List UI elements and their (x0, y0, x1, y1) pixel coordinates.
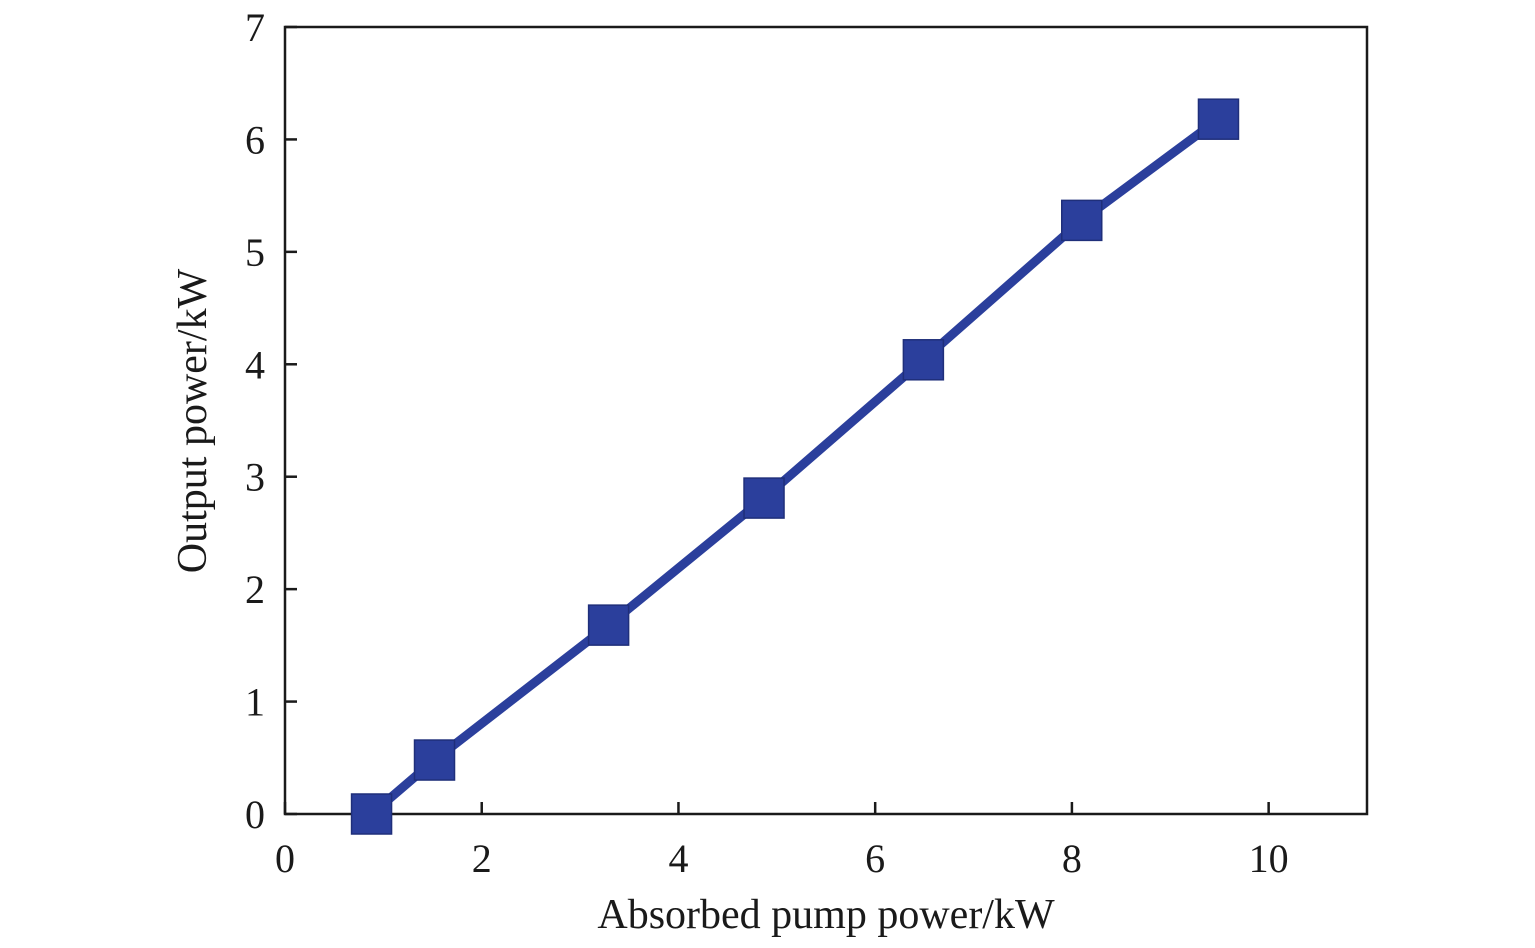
x-axis-title: Absorbed pump power/kW (597, 892, 1055, 938)
y-tick-label-2: 2 (245, 567, 265, 612)
y-tick-label-7: 7 (245, 5, 265, 50)
axes (283, 25, 1369, 816)
data-point-3 (743, 477, 785, 519)
x-tick-label-2: 2 (472, 836, 492, 881)
y-tick-label-0: 0 (245, 792, 265, 837)
ticks: 0 2 4 6 8 10 0 1 2 3 4 5 6 7 (245, 5, 1289, 881)
plot-frame (283, 25, 1369, 816)
x-tick-label-8: 8 (1062, 836, 1082, 881)
data-series (350, 98, 1240, 835)
y-tick-label-4: 4 (245, 342, 265, 387)
data-point-5 (1060, 199, 1103, 242)
y-tick-label-1: 1 (245, 680, 265, 725)
y-tick-label-6: 6 (245, 117, 265, 162)
x-tick-label-4: 4 (668, 836, 688, 881)
y-axis-title: Output power/kW (170, 268, 216, 573)
data-point-0 (350, 793, 393, 835)
y-tick-label-3: 3 (245, 455, 265, 500)
y-tick-label-5: 5 (245, 230, 265, 275)
x-tick-label-0: 0 (275, 836, 295, 881)
data-point-6 (1197, 98, 1240, 140)
data-point-2 (587, 604, 630, 646)
x-tick-label-10: 10 (1249, 836, 1289, 881)
x-tick-label-6: 6 (865, 836, 885, 881)
data-point-1 (413, 739, 456, 781)
data-point-4 (902, 339, 945, 381)
